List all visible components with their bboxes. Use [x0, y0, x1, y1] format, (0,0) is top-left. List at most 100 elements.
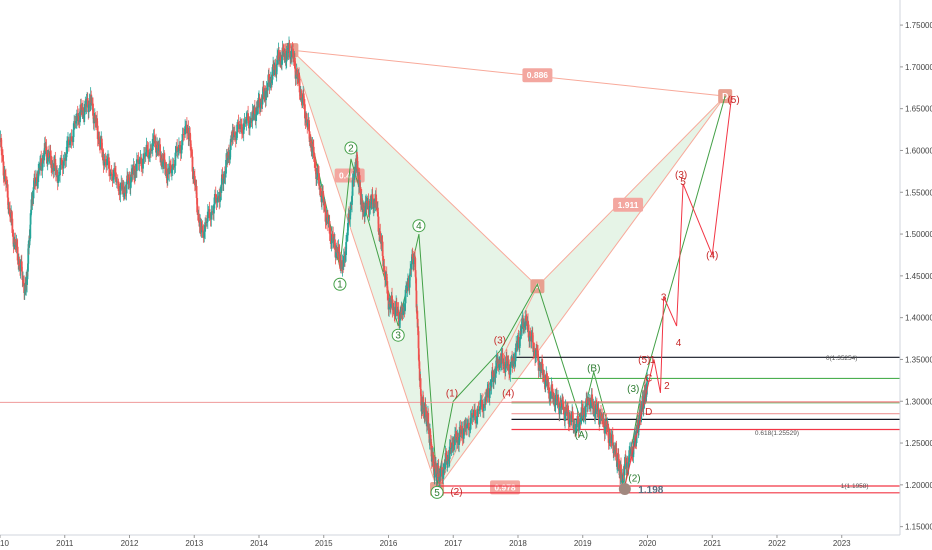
candle-body	[349, 209, 352, 220]
candle-body	[144, 152, 147, 157]
candle-body	[417, 331, 420, 349]
candle-body	[285, 51, 288, 62]
y-tick-label: 1.70000	[905, 63, 932, 72]
candle-body	[83, 104, 86, 115]
candle-body	[532, 342, 535, 352]
candle-body	[310, 142, 313, 152]
candle-body	[329, 234, 332, 244]
candle-body	[33, 177, 36, 182]
candle-body	[384, 279, 387, 281]
candle-body	[514, 361, 516, 365]
y-tick-label: 1.60000	[905, 146, 932, 155]
candle-body	[587, 399, 589, 406]
candle-body	[472, 415, 475, 418]
candle-body	[593, 405, 595, 409]
candle-body	[142, 158, 144, 169]
candle-body	[551, 391, 554, 399]
candle-body	[518, 339, 521, 348]
candle-body	[91, 102, 94, 104]
candle-body	[12, 236, 15, 247]
candle-body	[346, 223, 349, 236]
candle-body	[575, 420, 578, 427]
candle-body	[447, 456, 450, 462]
candle-body	[578, 423, 581, 431]
candle-body	[535, 348, 538, 351]
candle-body	[180, 145, 183, 154]
candle-body	[530, 336, 533, 342]
candle-body	[454, 434, 456, 445]
candle-body	[112, 176, 115, 181]
candle-body	[77, 115, 80, 121]
candle-body	[372, 198, 375, 209]
candle-body	[553, 397, 556, 407]
candle-body	[492, 377, 495, 382]
candle-body	[181, 133, 184, 146]
candle-body	[580, 418, 582, 423]
candle-body	[306, 122, 309, 127]
wave-label-red: 5	[680, 177, 686, 188]
wave-label-circle	[430, 485, 444, 499]
candle-body	[255, 114, 257, 122]
candle-body	[168, 163, 171, 175]
candle-body	[326, 215, 329, 218]
candle-body	[153, 135, 156, 144]
candle-body	[588, 401, 591, 405]
candle-body	[401, 307, 403, 314]
candle-body	[498, 364, 501, 368]
candle-body	[593, 408, 596, 417]
candle-body	[533, 350, 536, 351]
candle-body	[31, 196, 34, 206]
candle-body	[524, 322, 526, 328]
candle-body	[187, 127, 190, 140]
candle-body	[158, 144, 160, 152]
candle-body	[547, 383, 550, 388]
candle-body	[332, 240, 335, 242]
candle-body	[162, 161, 164, 167]
candle-body	[372, 207, 375, 209]
wave-label-red: (3)	[675, 170, 687, 181]
candle-body	[541, 361, 544, 364]
candle-body	[543, 375, 546, 382]
candle-body	[316, 169, 319, 178]
y-tick-label: 1.20000	[905, 481, 932, 490]
candle-body	[10, 212, 13, 219]
candle-body	[245, 118, 248, 124]
candle-body	[417, 348, 420, 360]
x-tick-label: 2013	[185, 539, 203, 548]
candle-body	[233, 132, 236, 136]
candle-body	[203, 231, 206, 238]
candle-body	[364, 212, 366, 217]
candle-body	[281, 47, 284, 57]
candle-body	[160, 158, 163, 161]
candle-body	[512, 360, 515, 366]
candle-body	[90, 94, 93, 103]
candle-body	[253, 107, 256, 114]
candle-body	[568, 417, 571, 425]
candle-body	[627, 462, 630, 469]
candle-body	[327, 221, 330, 224]
candle-body	[448, 446, 451, 460]
candle-body	[236, 122, 239, 133]
wave-label-red: (5)	[727, 95, 739, 106]
wave-label-red: (4)	[502, 388, 514, 399]
candle-body	[332, 234, 335, 242]
candle-body	[623, 475, 625, 476]
candle-body	[85, 100, 88, 107]
candle-body	[591, 394, 594, 403]
candle-body	[252, 112, 255, 116]
candle-body	[600, 412, 602, 418]
candle-body	[567, 412, 570, 424]
candle-body	[392, 309, 395, 311]
candle-body	[399, 311, 402, 321]
candle-body	[391, 295, 393, 300]
candle-body	[581, 407, 584, 417]
candle-body	[379, 237, 382, 244]
candle-body	[570, 415, 573, 423]
candle-body	[43, 143, 46, 155]
candle-body	[150, 148, 152, 151]
candle-body	[285, 61, 287, 63]
candle-body	[601, 415, 604, 419]
candle-body	[582, 415, 585, 417]
